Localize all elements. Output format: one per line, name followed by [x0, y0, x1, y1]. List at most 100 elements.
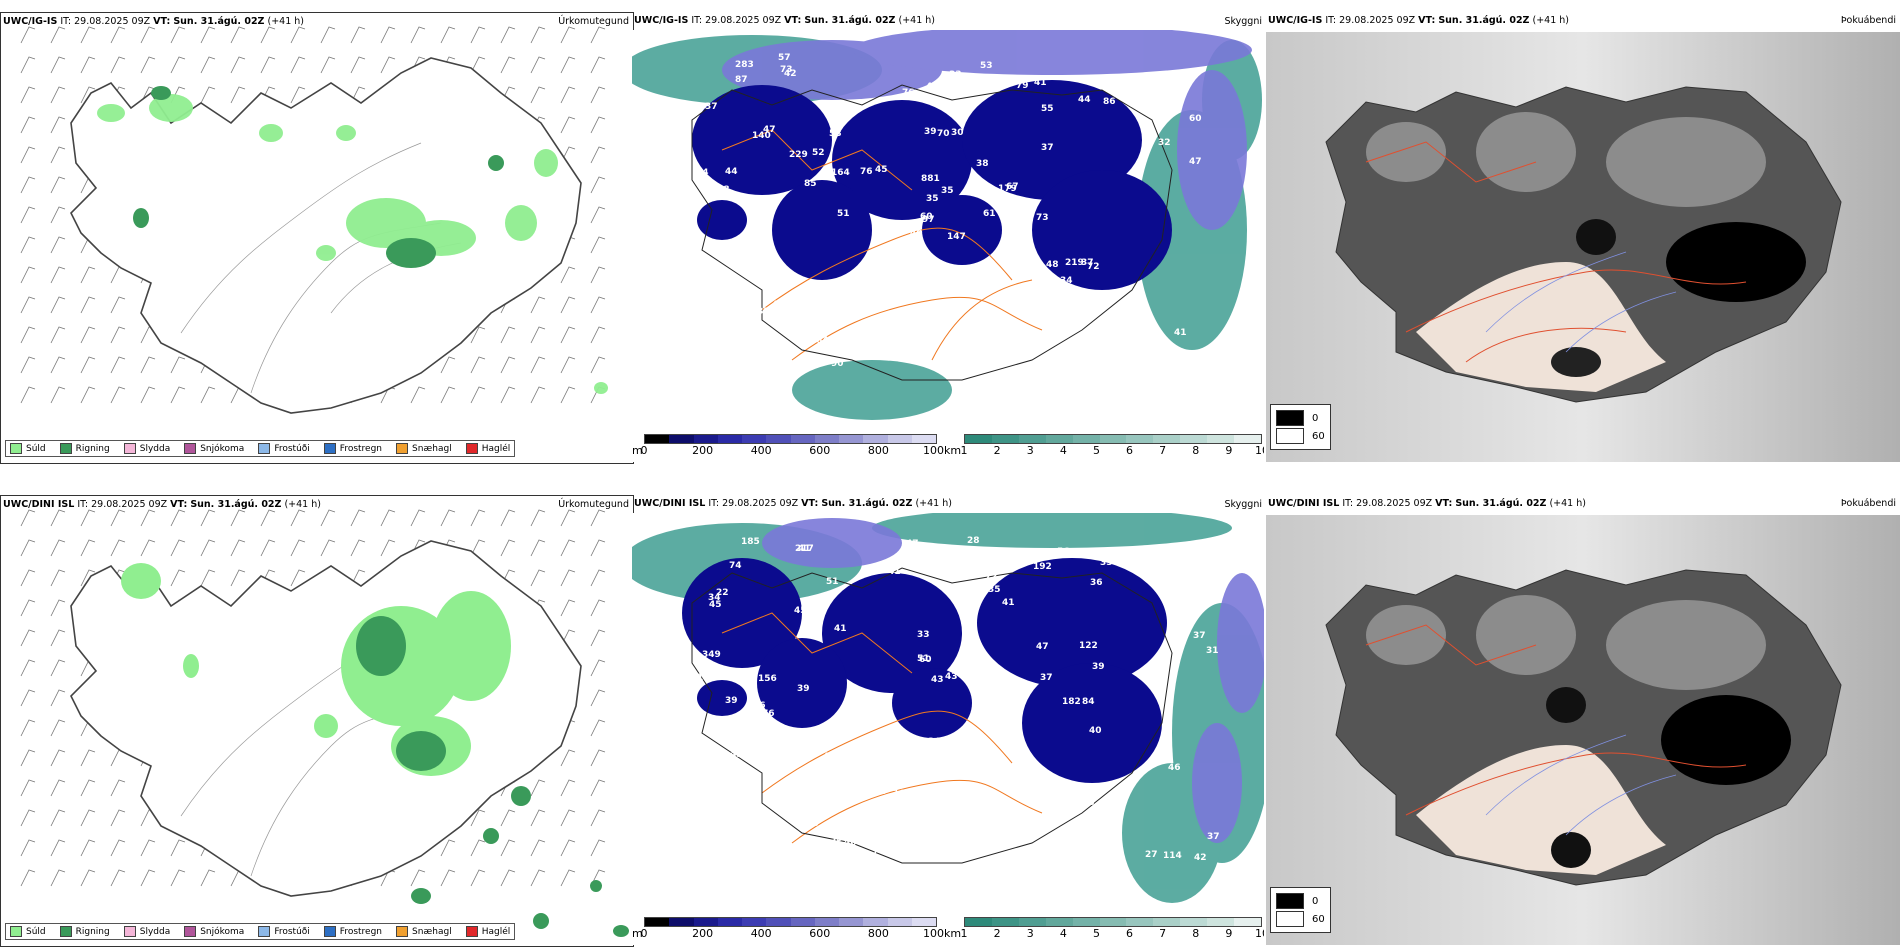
wind-barb — [50, 116, 66, 134]
cloud-base-label: 87 — [735, 75, 748, 85]
cloud-base-label: 60 — [1189, 114, 1202, 124]
wind-barb — [260, 509, 276, 527]
cloud-base-label: 229 — [789, 150, 808, 160]
wind-barb — [50, 629, 66, 647]
cloud-base-label: 98 — [874, 787, 887, 797]
wind-barb — [440, 356, 456, 374]
cloud-base-label: 76 — [762, 709, 775, 719]
wind-barb — [50, 236, 66, 254]
wind-barb — [560, 749, 576, 767]
wind-barb — [80, 869, 96, 887]
wind-barb — [50, 386, 66, 404]
colorbar-tick: 8 — [1192, 444, 1200, 457]
wind-barb — [410, 509, 426, 527]
cloud-base-label: 67 — [1056, 784, 1069, 794]
colorbar-tick: 800 — [867, 444, 889, 457]
cloud-base-label: 45 — [897, 812, 910, 822]
wind-barb — [590, 659, 606, 677]
wind-barb — [20, 779, 36, 797]
cloud-base-label: 57 — [755, 195, 768, 205]
wind-barb — [470, 839, 486, 857]
cloud-base-label: 43 — [730, 750, 743, 760]
cloud-base-label: 64 — [816, 336, 829, 346]
height-colorbar: m 0 200 400 600 800 1000 — [632, 432, 951, 462]
cloud-base-label: 114 — [1163, 851, 1182, 861]
colorbar-tick: 4 — [1059, 444, 1067, 457]
wind-barb — [80, 539, 96, 557]
wind-barb — [140, 386, 156, 404]
cloud-base-label: 40 — [910, 229, 923, 239]
wind-barb — [290, 86, 306, 104]
cloud-base-label: 67 — [1006, 182, 1019, 192]
wind-barb — [560, 326, 576, 344]
cloud-base-label: 22 — [716, 588, 729, 598]
wind-barb — [590, 86, 606, 104]
legend-label: Súld — [26, 926, 46, 937]
cloud-base-label: 164 — [831, 168, 850, 178]
wind-barb — [200, 26, 216, 44]
cloud-base-label: 140 — [752, 131, 771, 141]
cloud-base-label: 35 — [757, 307, 770, 317]
cloud-base-label: 52 — [981, 721, 994, 731]
colorbar-tick: 9 — [1225, 444, 1233, 457]
cloud-base-label: 219 — [1065, 258, 1084, 268]
wind-barb — [20, 869, 36, 887]
legend-swatch — [323, 443, 336, 454]
cloud-base-label: 34 — [708, 593, 721, 603]
fog-legend: 0 60 — [1270, 404, 1331, 450]
cloud-base-label: 41 — [1034, 78, 1047, 88]
cloud-base-label: 47 — [997, 194, 1010, 204]
wind-barb — [380, 26, 396, 44]
wind-barb — [20, 26, 36, 44]
cloud-base-label: 70 — [937, 129, 950, 139]
visibility-colorbar: km 12345678910 — [944, 432, 1264, 462]
wind-barb — [260, 26, 276, 44]
cloud-base-label: 37 — [1041, 143, 1054, 153]
product-name: Skyggni — [1224, 16, 1262, 27]
cloud-base-label: 40 — [1189, 564, 1202, 574]
wind-barb — [170, 839, 186, 857]
colorbar-tick: 1 — [960, 444, 968, 457]
wind-barb — [20, 56, 36, 74]
cloud-base-label: 30 — [951, 128, 964, 138]
cloud-base-label: 72 — [1087, 262, 1100, 272]
wind-barb — [350, 56, 366, 74]
cloud-base-label: 39 — [797, 684, 810, 694]
wind-barb — [470, 26, 486, 44]
wind-barb — [110, 779, 126, 797]
cloud-base-label: 31 — [988, 810, 1001, 820]
wind-barb — [50, 509, 66, 527]
cloud-panel-top: UWC/IG-IS IT: 29.08.2025 09Z VT: Sun. 31… — [632, 12, 1264, 462]
legend-label: Snjókoma — [200, 443, 245, 454]
legend-label: Rigning — [75, 926, 110, 937]
cloud-base-label: 45 — [794, 606, 807, 616]
wind-barb — [20, 326, 36, 344]
cloud-base-label: 35 — [830, 834, 843, 844]
wind-barb — [590, 719, 606, 737]
precip-panel-top: UWC/IG-IS IT: 29.08.2025 09Z VT: Sun. 31… — [0, 12, 634, 464]
legend-label: Haglél — [481, 443, 511, 454]
wind-barb — [170, 569, 186, 587]
legend-label: Frostúði — [274, 443, 310, 454]
legend-swatch — [184, 443, 197, 454]
cloud-base-label: 109 — [868, 351, 887, 361]
wind-barb — [50, 326, 66, 344]
colorbar-tick: 0 — [640, 927, 648, 940]
colorbar-tick: 8 — [1192, 927, 1200, 940]
cloud-base-label: 56 — [1057, 547, 1070, 557]
wind-barb — [200, 869, 216, 887]
legend-swatch — [465, 926, 478, 937]
wind-barb — [140, 869, 156, 887]
wind-barb — [380, 509, 396, 527]
cloud-base-label: 51 — [837, 209, 850, 219]
colorbar-tick: 2 — [993, 444, 1001, 457]
wind-barb — [500, 326, 516, 344]
wind-barb — [590, 56, 606, 74]
panel-title: UWC/IG-IS IT: 29.08.2025 09Z VT: Sun. 31… — [3, 16, 304, 27]
wind-barb — [50, 719, 66, 737]
legend-item: Rigning — [59, 926, 110, 937]
cloud-base-label: 283 — [735, 60, 754, 70]
wind-barb — [260, 56, 276, 74]
wind-barb — [20, 266, 36, 284]
cloud-base-label: 42 — [739, 370, 752, 380]
